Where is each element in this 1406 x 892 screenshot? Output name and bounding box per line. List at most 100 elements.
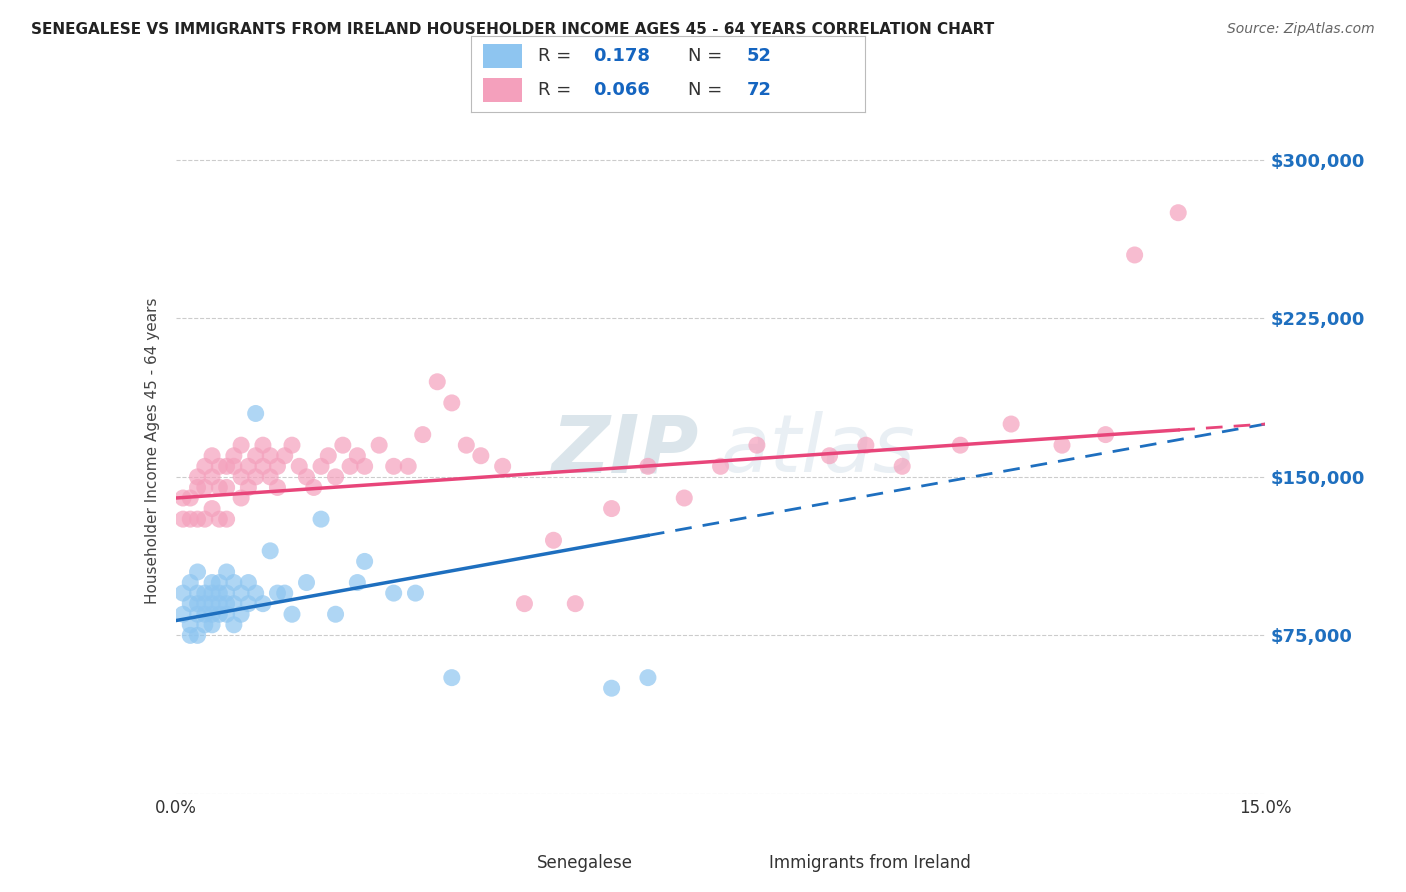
Text: N =: N = — [688, 81, 721, 99]
Point — [1000, 417, 1022, 431]
Point — [172, 491, 194, 505]
Point — [201, 586, 224, 600]
Point — [194, 459, 217, 474]
Point — [492, 459, 515, 474]
Point — [231, 470, 253, 484]
Point — [194, 617, 217, 632]
Point — [186, 565, 209, 579]
Point — [208, 607, 231, 622]
Point — [208, 512, 231, 526]
Point — [231, 491, 253, 505]
Point — [949, 438, 972, 452]
Point — [201, 449, 224, 463]
Point — [710, 459, 733, 474]
Point — [215, 607, 238, 622]
Point — [245, 449, 267, 463]
Text: R =: R = — [538, 81, 571, 99]
Point — [382, 459, 405, 474]
Point — [222, 617, 245, 632]
Point — [231, 607, 253, 622]
Point — [208, 575, 231, 590]
Point — [1123, 248, 1146, 262]
Point — [179, 575, 201, 590]
Point — [396, 459, 419, 474]
Point — [745, 438, 768, 452]
Point — [245, 407, 267, 421]
Point — [238, 597, 260, 611]
Point — [266, 459, 288, 474]
Point — [252, 438, 274, 452]
Point — [266, 586, 288, 600]
Point — [186, 512, 209, 526]
Text: R =: R = — [538, 47, 571, 65]
Point — [201, 597, 224, 611]
Point — [600, 681, 623, 696]
Point — [179, 628, 201, 642]
Point — [231, 586, 253, 600]
Point — [818, 449, 841, 463]
Point — [339, 459, 361, 474]
Point — [332, 438, 354, 452]
Point — [186, 607, 209, 622]
Point — [891, 459, 914, 474]
Text: atlas: atlas — [721, 411, 915, 490]
Text: ZIP: ZIP — [551, 411, 699, 490]
FancyBboxPatch shape — [482, 78, 522, 103]
Point — [673, 491, 696, 505]
Point — [543, 533, 565, 548]
Point — [855, 438, 877, 452]
Point — [1050, 438, 1073, 452]
Point — [194, 597, 217, 611]
Point — [325, 607, 347, 622]
Point — [215, 512, 238, 526]
Point — [194, 607, 217, 622]
Point — [231, 438, 253, 452]
Point — [288, 459, 311, 474]
Point — [194, 586, 217, 600]
Point — [637, 459, 659, 474]
Point — [281, 607, 304, 622]
Point — [637, 671, 659, 685]
Point — [245, 470, 267, 484]
Point — [412, 427, 434, 442]
Text: Senegalese: Senegalese — [537, 854, 633, 871]
Point — [259, 449, 281, 463]
Point — [564, 597, 586, 611]
Point — [513, 597, 536, 611]
Point — [208, 459, 231, 474]
Point — [470, 449, 492, 463]
Text: 0.066: 0.066 — [593, 81, 650, 99]
Point — [194, 480, 217, 494]
Point — [440, 396, 463, 410]
Point — [309, 512, 332, 526]
Point — [456, 438, 478, 452]
Point — [1167, 205, 1189, 219]
Point — [238, 480, 260, 494]
Point — [368, 438, 391, 452]
Point — [238, 575, 260, 590]
Point — [208, 586, 231, 600]
Text: 72: 72 — [747, 81, 772, 99]
Point — [295, 470, 318, 484]
Point — [215, 480, 238, 494]
Point — [186, 480, 209, 494]
Point — [215, 586, 238, 600]
Text: N =: N = — [688, 47, 721, 65]
Point — [426, 375, 449, 389]
Point — [302, 480, 325, 494]
Point — [259, 470, 281, 484]
Point — [215, 459, 238, 474]
Text: Source: ZipAtlas.com: Source: ZipAtlas.com — [1227, 22, 1375, 37]
Point — [208, 597, 231, 611]
Text: 0.178: 0.178 — [593, 47, 650, 65]
Point — [201, 607, 224, 622]
Point — [186, 470, 209, 484]
Point — [172, 607, 194, 622]
Point — [172, 512, 194, 526]
Point — [208, 480, 231, 494]
Point — [215, 597, 238, 611]
Point — [1094, 427, 1116, 442]
Point — [201, 575, 224, 590]
Point — [201, 501, 224, 516]
Point — [600, 501, 623, 516]
